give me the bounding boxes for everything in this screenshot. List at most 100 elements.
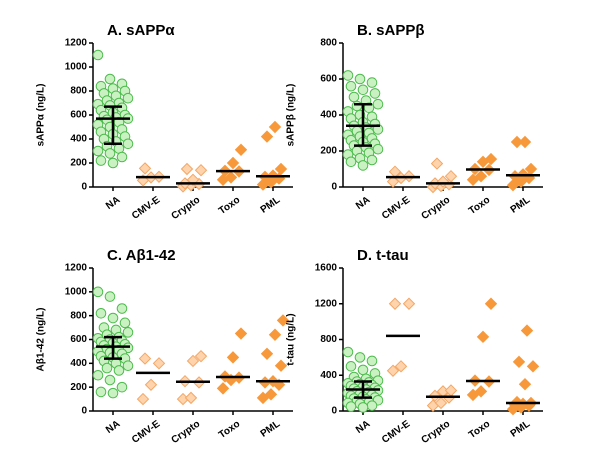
data-point: [512, 355, 526, 369]
data-point: [119, 317, 131, 329]
y-tick-label: 1200: [65, 38, 88, 49]
data-point: [95, 155, 107, 166]
panel-title: B. sAPPβ: [357, 22, 425, 39]
y-tick-label: 1000: [65, 62, 88, 73]
y-tick-label: 1200: [65, 263, 88, 274]
data-point: [444, 169, 458, 183]
y-axis-label: t-tau (ng/L): [286, 313, 297, 365]
data-point: [357, 160, 369, 171]
data-point: [434, 396, 448, 410]
data-point: [366, 400, 378, 411]
data-point: [184, 391, 198, 405]
data-point: [101, 362, 113, 374]
data-point: [216, 382, 230, 395]
y-tick-label: 200: [70, 382, 87, 393]
panel: C. Aβ1-42 Aβ1-42 (ng/L) 0 200 400 600 800 1000 1…: [36, 247, 293, 446]
data-point: [95, 307, 107, 319]
data-point: [476, 330, 490, 344]
data-point: [430, 157, 444, 170]
data-point: [152, 357, 166, 370]
x-tick-label: CMV-E: [130, 194, 163, 221]
data-point: [268, 120, 282, 134]
x-tick-label: NA: [104, 195, 122, 212]
data-point: [268, 328, 282, 341]
x-tick-label: Crypto: [420, 195, 453, 222]
data-point: [474, 169, 488, 183]
data-point: [194, 163, 208, 177]
x-tick-label: CMV-E: [130, 418, 163, 445]
data-point: [113, 365, 125, 376]
data-point: [345, 80, 357, 92]
y-tick-label: 200: [320, 146, 337, 157]
y-axis-label: Aβ1-42 (ng/L): [36, 308, 47, 372]
data-point: [122, 360, 134, 372]
data-point: [92, 369, 104, 381]
x-tick-label: CMV-E: [380, 418, 413, 445]
data-point: [264, 388, 278, 401]
data-point: [136, 392, 150, 406]
data-point: [260, 130, 274, 143]
x-tick-label: PML: [509, 195, 533, 216]
y-tick-label: 800: [320, 334, 337, 345]
data-point: [234, 143, 248, 157]
y-tick-label: 400: [70, 358, 87, 369]
data-point: [366, 355, 378, 367]
data-point: [122, 92, 134, 104]
data-point: [92, 145, 104, 157]
data-point: [402, 297, 416, 310]
y-tick-label: 600: [70, 110, 87, 121]
y-tick-label: 1600: [315, 263, 338, 274]
y-tick-label: 1000: [65, 286, 88, 297]
data-point: [274, 359, 288, 372]
data-point: [104, 148, 116, 159]
data-point: [366, 154, 378, 166]
y-tick-label: 200: [70, 158, 87, 169]
data-point: [518, 377, 532, 391]
panel-title: D. t-tau: [357, 247, 409, 264]
x-tick-label: CMV-E: [380, 194, 413, 221]
data-point: [354, 73, 366, 85]
data-point: [386, 364, 400, 377]
data-point: [348, 91, 360, 103]
y-axis-label: sAPPα (ng/L): [36, 84, 47, 147]
data-point: [474, 385, 488, 398]
y-tick-label: 800: [70, 86, 87, 97]
y-tick-label: 0: [81, 406, 87, 417]
data-point: [107, 312, 119, 324]
data-point: [526, 360, 540, 373]
panel-title: C. Aβ1-42: [107, 247, 176, 264]
data-point: [274, 162, 288, 176]
data-point: [484, 297, 498, 310]
data-point: [122, 138, 134, 150]
x-tick-label: Crypto: [170, 419, 203, 446]
data-point: [104, 73, 116, 85]
data-point: [116, 151, 128, 163]
data-point: [372, 98, 384, 110]
panel: A. sAPPα sAPPα (ng/L) 0 200 400 600 800 1000 120…: [36, 22, 293, 222]
x-tick-label: NA: [104, 419, 122, 436]
data-point: [366, 77, 378, 88]
y-tick-label: 600: [70, 334, 87, 345]
y-tick-label: 600: [320, 74, 337, 85]
data-point: [357, 364, 369, 376]
y-tick-label: 400: [70, 134, 87, 145]
x-tick-label: NA: [354, 419, 372, 436]
data-point: [351, 100, 363, 112]
data-point: [224, 171, 238, 184]
data-point: [357, 402, 369, 413]
y-tick-label: 0: [331, 182, 337, 193]
x-tick-label: PML: [259, 419, 283, 440]
data-point: [92, 286, 104, 298]
data-point: [234, 327, 248, 340]
data-point: [138, 352, 152, 365]
data-point: [107, 387, 119, 399]
data-point: [520, 324, 534, 337]
data-point: [518, 135, 532, 149]
data-point: [95, 386, 107, 398]
y-tick-label: 0: [81, 182, 87, 193]
x-tick-label: Toxo: [217, 195, 242, 217]
data-point: [116, 381, 128, 393]
data-point: [345, 156, 357, 168]
y-tick-label: 800: [70, 310, 87, 321]
